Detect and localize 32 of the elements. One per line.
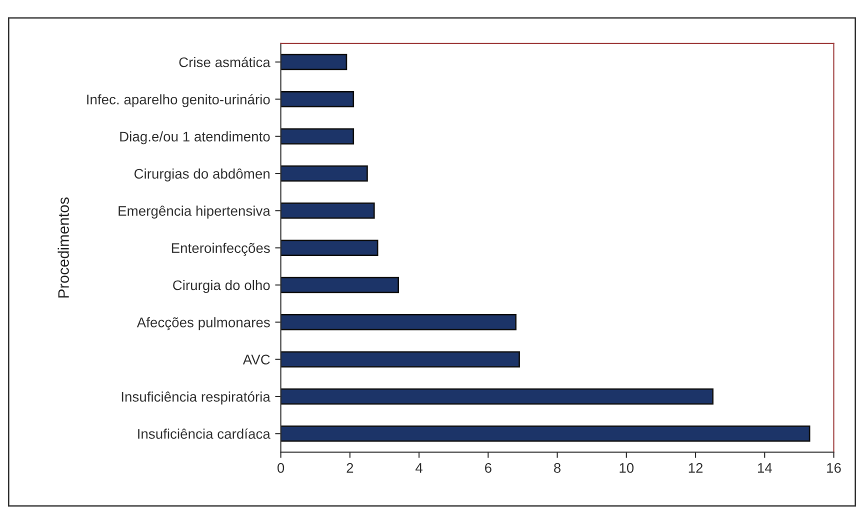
bar: [280, 276, 399, 294]
bar: [280, 91, 354, 108]
bar: [280, 426, 810, 442]
x-tick-label: 4: [415, 463, 422, 473]
bar: [280, 314, 517, 330]
bar: [280, 388, 714, 405]
bar: [280, 128, 354, 144]
y-tick-label: Cirurgias do abdômen: [134, 168, 270, 182]
y-tick-label: Cirurgia do olho: [173, 280, 270, 293]
y-tick-label: Insuficiência cardíaca: [138, 428, 270, 439]
y-tick-label: Crise asmática: [179, 56, 270, 68]
y-tick-label: AVC: [242, 354, 270, 364]
x-tick-label: 12: [688, 463, 703, 473]
x-tick-label: 6: [485, 463, 492, 473]
y-tick-label: Emergência hipertensiva: [118, 206, 270, 219]
x-tick-label: 8: [554, 463, 561, 473]
y-tick-label: Insuficiência respiratória: [122, 391, 270, 404]
y-tick-label: Afecções pulmonares: [136, 317, 270, 330]
y-tick-label: Enteroinfecções: [172, 242, 270, 256]
y-tick-label: Infec. aparelho genito-urinário: [87, 94, 270, 108]
bar: [280, 202, 375, 219]
x-tick-label: 14: [758, 463, 772, 473]
x-tick-label: 16: [827, 463, 841, 473]
x-tick-label: 10: [620, 463, 634, 473]
y-tick-label: Diag.e/ou 1 atendimento: [120, 131, 270, 144]
y-axis-title: Procedimentos: [58, 197, 69, 298]
bar: [280, 351, 520, 368]
x-tick-label: 2: [346, 463, 354, 473]
bar: [280, 240, 378, 256]
bar: [280, 54, 348, 70]
bar: [280, 165, 368, 182]
x-tick-label: 0: [277, 463, 284, 473]
